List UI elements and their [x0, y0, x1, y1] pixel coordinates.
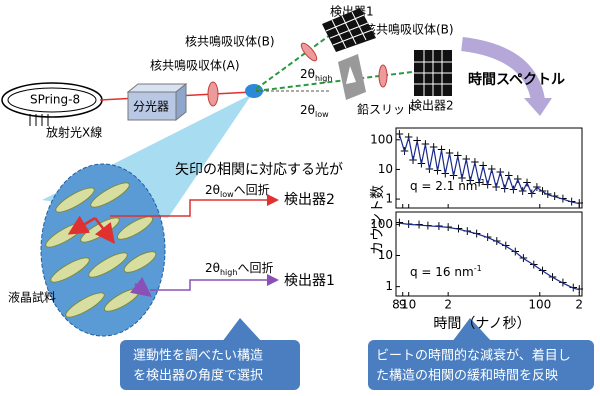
angle-label: 2θlow — [300, 103, 329, 119]
x-tick-label: 10 — [401, 298, 416, 312]
callout — [222, 318, 262, 342]
data-point: + — [478, 159, 488, 173]
x-tick-label: 9 — [399, 298, 407, 312]
detector-label: 検出器2 — [410, 99, 454, 113]
detector-label: 検出器2 — [284, 192, 335, 208]
fit-line — [398, 134, 580, 205]
data-point: + — [453, 149, 463, 163]
angle-label: 2θhigh — [300, 67, 332, 83]
note: ビートの時間的な減衰が、着目し — [376, 348, 571, 364]
data-point: + — [404, 130, 414, 144]
beam-low — [255, 71, 413, 92]
absorber-label: 核共鳴吸収体(B) — [364, 23, 454, 37]
path-high — [150, 274, 279, 291]
data-point: + — [470, 155, 480, 169]
arrow — [130, 276, 152, 298]
y-tick-label: 10 — [378, 162, 393, 176]
data-point: + — [445, 146, 455, 160]
note: 運動性を調べたい構造 — [133, 349, 263, 364]
slit — [338, 54, 366, 100]
y-tick-label: 1 — [385, 192, 393, 206]
q-sup: -1 — [474, 264, 482, 273]
plot-frame — [395, 127, 583, 209]
x-axis-label: 時間（ナノ秒） — [433, 316, 530, 332]
box — [127, 91, 177, 121]
data-point: + — [436, 143, 446, 157]
data-point: + — [394, 216, 404, 230]
monochromator: 分光器 — [133, 100, 169, 114]
q-sup: -1 — [478, 178, 486, 187]
absorber — [207, 81, 219, 107]
x-tick-label: 100 — [528, 298, 551, 312]
absorber — [300, 42, 318, 62]
path-label: 2θhighへ回折 — [205, 260, 273, 277]
y-tick-label: 100 — [370, 217, 393, 231]
x-tick-label: 2 — [575, 298, 583, 312]
sample-zoom — [40, 163, 166, 337]
detector — [414, 50, 452, 96]
detector-label: 検出器1 — [284, 273, 335, 289]
note: を検出器の角度で選択 — [133, 368, 263, 384]
data-point: + — [461, 152, 471, 166]
note: た構造の相関の緩和時間を反映 — [376, 369, 558, 384]
y-axis-label: カウント数 — [370, 185, 386, 255]
detector — [322, 8, 376, 52]
beam-hatch — [29, 114, 49, 126]
absorber-label: 核共鳴吸収体(A) — [150, 59, 240, 73]
spectrum-label: 時間スペクトル — [468, 71, 565, 88]
path-label: 2θlowへ回折 — [205, 182, 270, 199]
data-point: + — [429, 140, 439, 154]
beam-high — [255, 34, 331, 90]
absorber-label: 核共鳴吸収体(B) — [185, 35, 275, 49]
arrow — [67, 215, 96, 235]
x-tick-label: 2 — [444, 298, 452, 312]
fit-line — [399, 222, 580, 291]
data-point: + — [420, 137, 430, 151]
source-label: SPring-8 — [30, 93, 80, 107]
q-text: q = 16 nm — [410, 265, 474, 279]
arrow — [461, 37, 545, 102]
beam-label: 放射光X線 — [46, 125, 102, 140]
y-tick-label: 1 — [385, 279, 393, 293]
q-text: q = 2.1 nm — [410, 179, 478, 193]
callout — [368, 340, 594, 390]
q-label: q = 2.1 nm-1 — [410, 178, 485, 193]
sample-label: 液晶試料 — [8, 290, 56, 305]
slit-label: 鉛スリット — [357, 103, 417, 117]
callout — [452, 318, 492, 342]
data-point: + — [412, 134, 422, 148]
data-point: + — [487, 162, 497, 176]
absorber — [378, 64, 388, 88]
arrow — [524, 98, 552, 116]
y-tick-label: 100 — [370, 132, 393, 146]
y-tick-label: 10 — [378, 248, 393, 262]
callout — [120, 340, 300, 390]
path-low — [110, 194, 279, 217]
x-tick-label: 8 — [392, 298, 400, 312]
data-point: + — [394, 127, 404, 141]
caption: 矢印の相関に対応する光が — [175, 162, 343, 178]
q-label: q = 16 nm-1 — [410, 264, 482, 279]
arrow — [94, 217, 116, 244]
ring — [7, 87, 97, 113]
